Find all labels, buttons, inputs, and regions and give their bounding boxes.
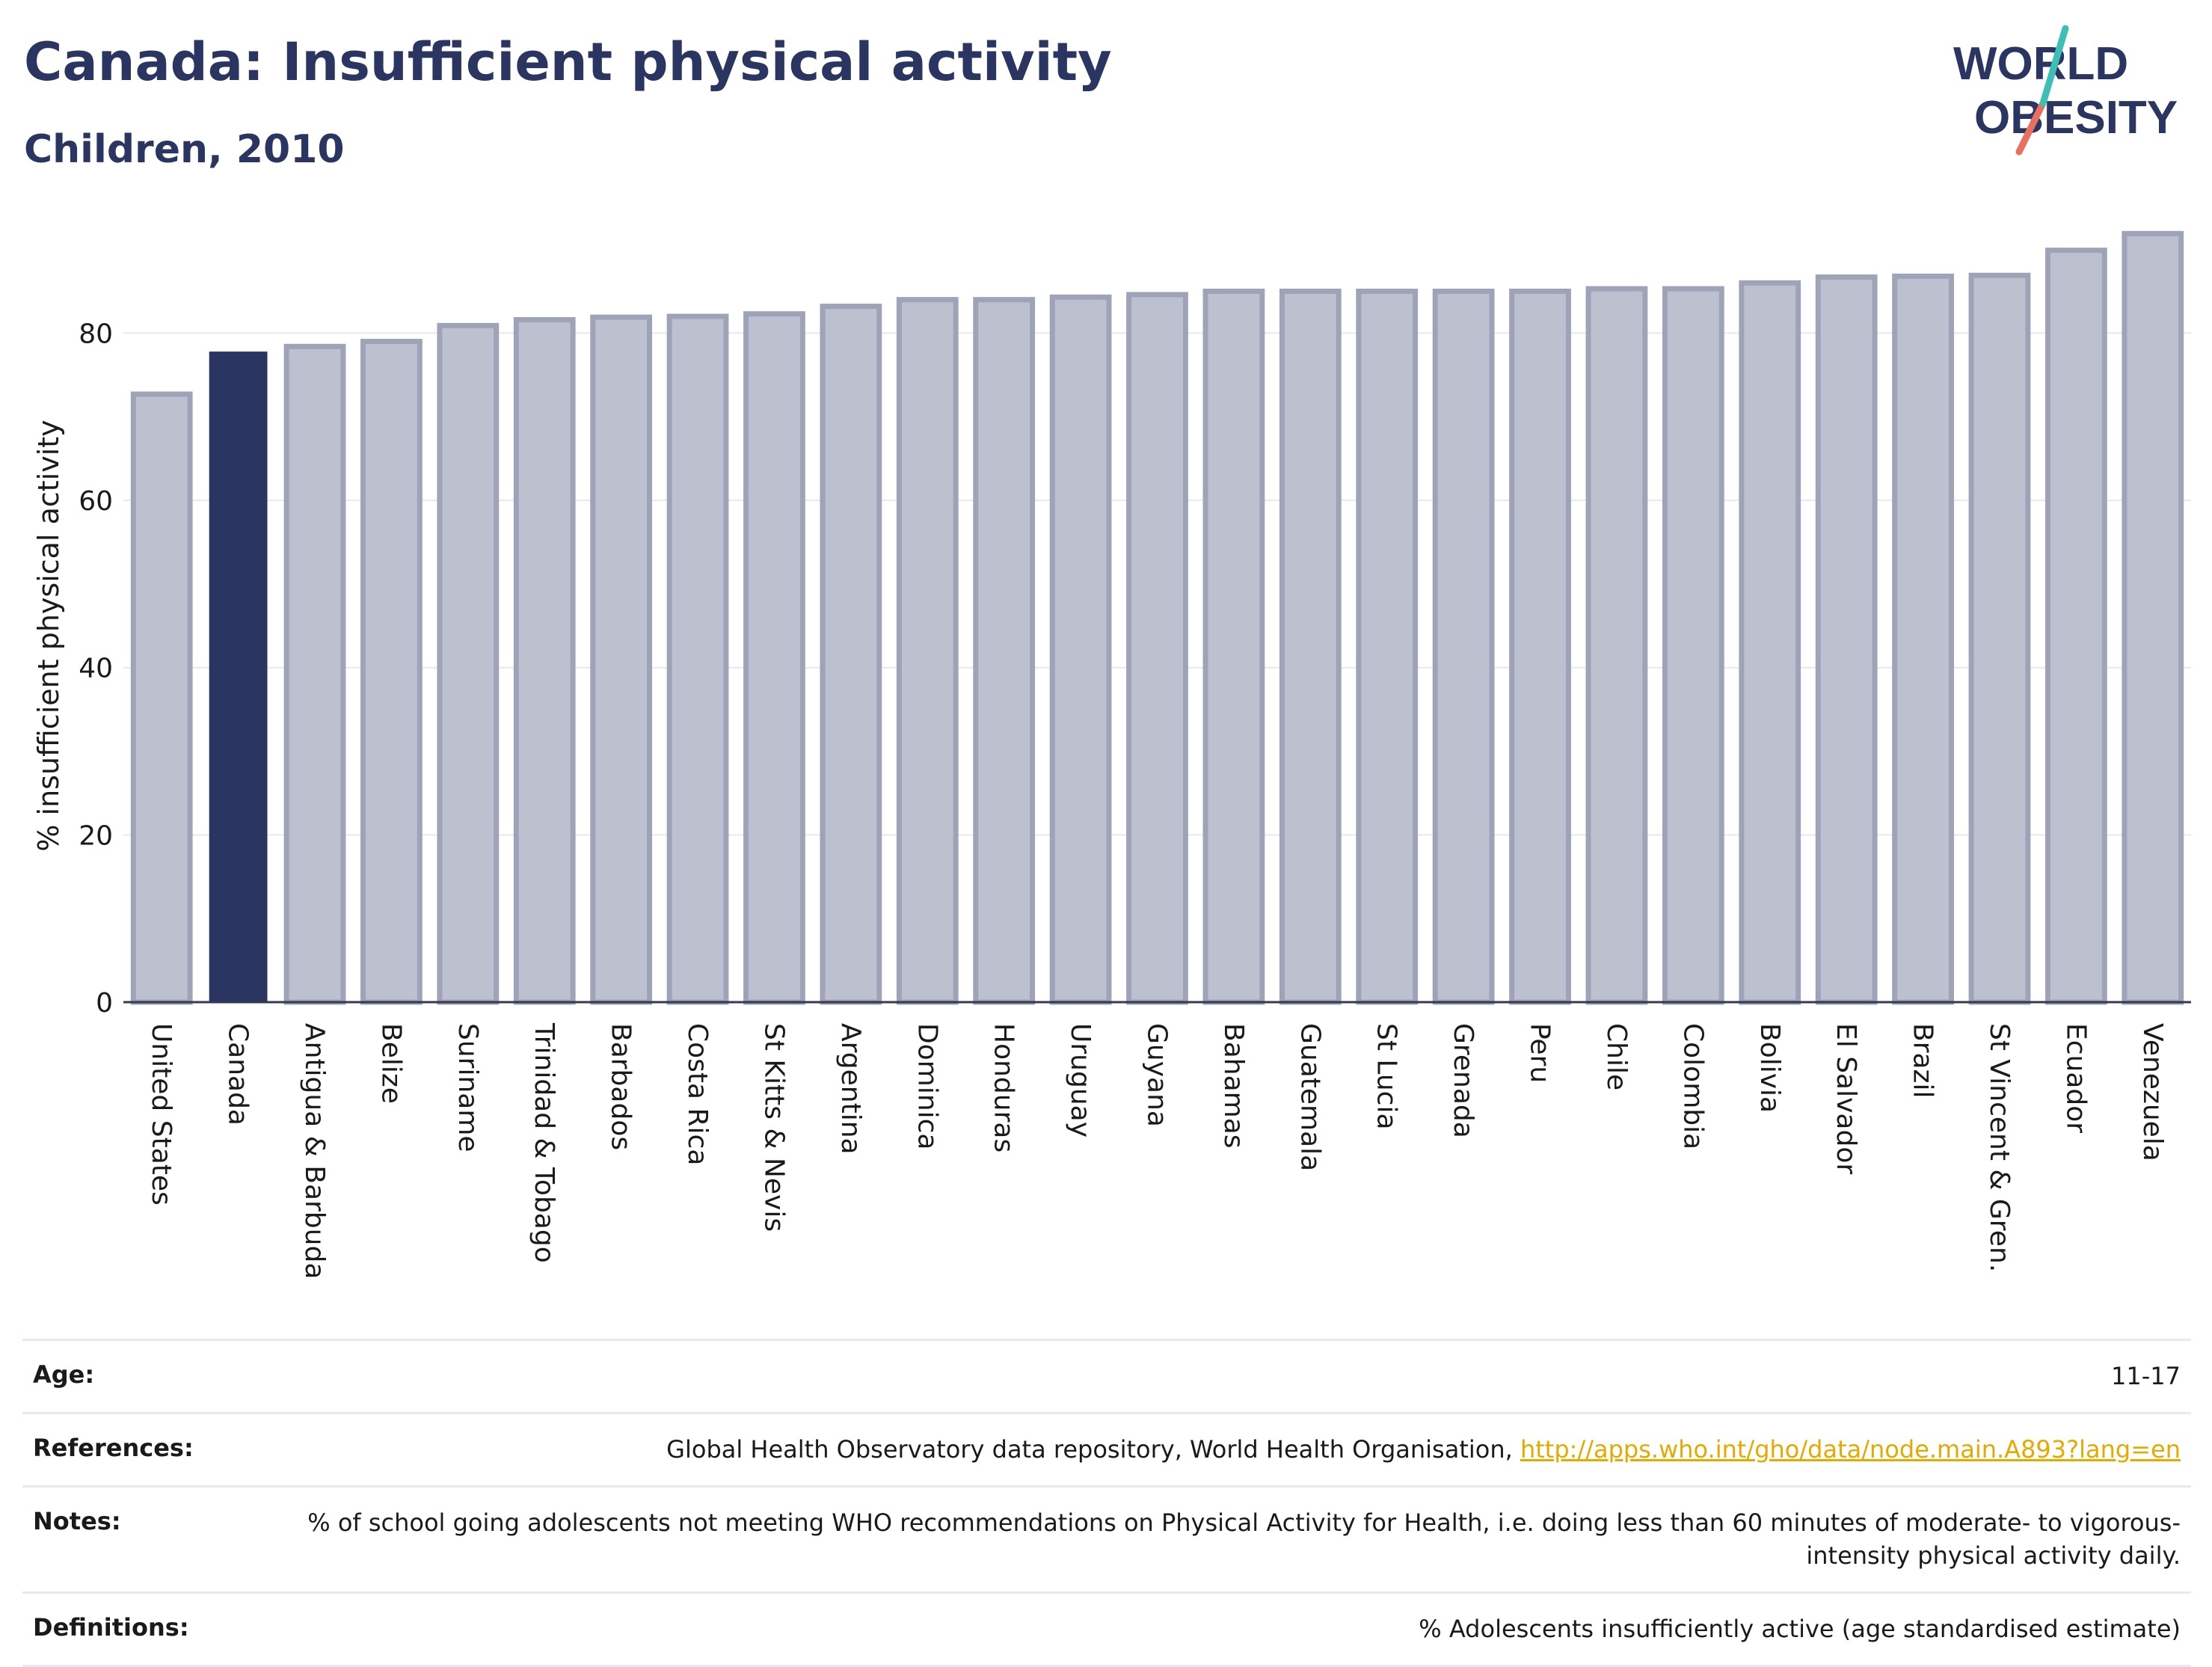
y-tick-label: 40 bbox=[79, 654, 113, 684]
definitions-value: % Adolescents insufficiently active (age… bbox=[1419, 1614, 2181, 1643]
x-tick-label: Bolivia bbox=[1754, 1023, 1785, 1113]
bar-barbados bbox=[590, 314, 653, 1005]
x-tick-label: Brazil bbox=[1908, 1023, 1938, 1098]
x-tick-label: Barbados bbox=[606, 1023, 636, 1150]
definitions-label: Definitions: bbox=[33, 1612, 189, 1642]
footer-row-age: Age: 11-17 bbox=[22, 1339, 2191, 1412]
bar-el-salvador bbox=[1815, 274, 1878, 1005]
footer-table: Age: 11-17 References: Global Health Obs… bbox=[22, 1339, 2191, 1667]
x-tick-label: Belize bbox=[375, 1023, 406, 1104]
x-tick-label: Suriname bbox=[452, 1023, 483, 1152]
logo-slash-teal bbox=[2039, 25, 2069, 107]
y-tick-label: 60 bbox=[79, 486, 113, 517]
bar-canada bbox=[209, 351, 268, 1003]
x-tick-label: Bahamas bbox=[1218, 1023, 1249, 1149]
bar-bahamas bbox=[1202, 288, 1265, 1005]
x-tick-label: Grenada bbox=[1448, 1023, 1478, 1138]
bar-guyana bbox=[1126, 292, 1188, 1005]
y-tick-label: 20 bbox=[79, 820, 113, 851]
x-tick-label: Peru bbox=[1525, 1023, 1555, 1083]
page-title: Canada: Insufficient physical activity bbox=[24, 31, 1112, 93]
bar-grenada bbox=[1432, 288, 1495, 1005]
bar-bolivia bbox=[1739, 280, 1801, 1005]
x-tick-label: Colombia bbox=[1677, 1023, 1708, 1149]
bar-chile bbox=[1585, 286, 1648, 1005]
x-tick-label: Ecuador bbox=[2060, 1023, 2091, 1133]
x-tick-label: Guyana bbox=[1142, 1023, 1173, 1127]
references-link[interactable]: http://apps.who.int/gho/data/node.main.A… bbox=[1520, 1435, 2181, 1464]
y-tick-labels: 0 20 40 60 80 bbox=[79, 319, 113, 1019]
bar-united-states bbox=[130, 391, 193, 1005]
notes-value: % of school going adolescents not meetin… bbox=[307, 1508, 2181, 1570]
logo-slash-coral bbox=[2015, 99, 2047, 156]
bar-st-lucia bbox=[1356, 288, 1419, 1005]
references-value: Global Health Observatory data repositor… bbox=[666, 1434, 2181, 1466]
bar-antigua-barbuda bbox=[283, 343, 346, 1005]
bar-honduras bbox=[973, 297, 1036, 1005]
footer-row-references: References: Global Health Observatory da… bbox=[22, 1412, 2191, 1485]
x-tick-label: Guatemala bbox=[1294, 1023, 1325, 1171]
logo-line1: WORLD bbox=[1953, 38, 2128, 90]
bar-argentina bbox=[820, 304, 882, 1005]
bar-dominica bbox=[896, 297, 959, 1005]
x-tick-label: Antigua & Barbuda bbox=[299, 1023, 330, 1279]
bar-st-kitts-nevis bbox=[743, 311, 805, 1005]
bar-guatemala bbox=[1279, 288, 1342, 1005]
x-tick-label: Trinidad & Tobago bbox=[529, 1022, 559, 1263]
bar-peru bbox=[1509, 288, 1571, 1005]
x-tick-label: St Lucia bbox=[1371, 1023, 1402, 1130]
x-tick-label: Dominica bbox=[912, 1023, 942, 1150]
age-value: 11-17 bbox=[2111, 1362, 2181, 1390]
bar-uruguay bbox=[1049, 294, 1112, 1005]
footer-row-definitions: Definitions: % Adolescents insufficientl… bbox=[22, 1591, 2191, 1667]
page-subtitle: Children, 2010 bbox=[24, 127, 345, 172]
bars bbox=[130, 230, 2184, 1005]
age-label: Age: bbox=[33, 1360, 95, 1389]
bar-trinidad-tobago bbox=[513, 316, 576, 1005]
y-tick-label: 80 bbox=[79, 319, 113, 349]
y-axis-label: % insufficient physical activity bbox=[32, 420, 65, 851]
bar-belize bbox=[360, 339, 423, 1005]
footer-row-notes: Notes: % of school going adolescents not… bbox=[22, 1485, 2191, 1591]
world-obesity-logo: WORLD OBESITY bbox=[1953, 25, 2178, 156]
x-tick-label: Argentina bbox=[835, 1023, 866, 1155]
bar-venezuela bbox=[2122, 230, 2184, 1005]
x-tick-label: St Kitts & Nevis bbox=[758, 1023, 789, 1232]
references-label: References: bbox=[33, 1434, 194, 1463]
bar-chart: 0 20 40 60 80 United States Canada Antigua & B… bbox=[32, 230, 2191, 1279]
x-tick-label: Honduras bbox=[989, 1023, 1019, 1152]
x-tick-label: Uruguay bbox=[1065, 1023, 1096, 1138]
bar-ecuador bbox=[2044, 248, 2107, 1005]
x-tick-label: Costa Rica bbox=[682, 1023, 713, 1165]
x-tick-label: El Salvador bbox=[1831, 1023, 1861, 1174]
logo-line2: OBESITY bbox=[1974, 92, 2178, 144]
y-tick-label: 0 bbox=[96, 988, 113, 1019]
notes-label: Notes: bbox=[33, 1507, 121, 1536]
x-tick-label: Canada bbox=[223, 1023, 254, 1126]
x-tick-label: United States bbox=[146, 1023, 176, 1206]
x-tick-label: St Vincent & Gren. bbox=[1984, 1023, 2015, 1272]
bar-colombia bbox=[1662, 286, 1724, 1005]
references-text: Global Health Observatory data repositor… bbox=[666, 1435, 1513, 1464]
bar-costa-rica bbox=[666, 313, 729, 1005]
x-tick-labels: United States Canada Antigua & Barbuda Beli… bbox=[146, 1022, 2168, 1279]
bar-st-vincent-gren- bbox=[1968, 272, 2031, 1005]
bar-suriname bbox=[437, 322, 500, 1005]
bar-brazil bbox=[1892, 273, 1954, 1005]
x-tick-label: Chile bbox=[1601, 1023, 1632, 1090]
x-tick-label: Venezuela bbox=[2137, 1023, 2168, 1161]
